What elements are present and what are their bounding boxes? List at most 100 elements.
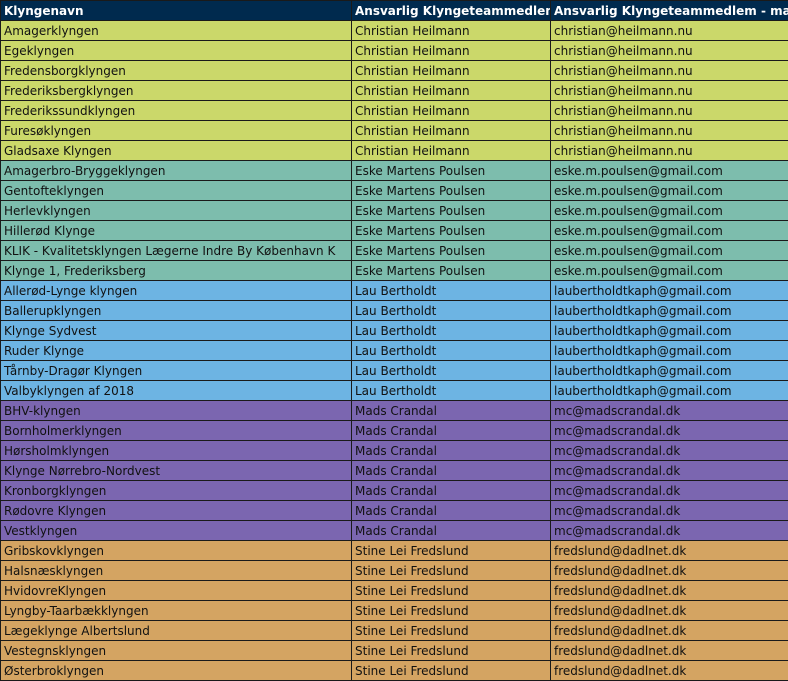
mail-cell[interactable]: eske.m.poulsen@gmail.com: [551, 261, 788, 281]
cluster-name-cell[interactable]: KLIK - Kvalitetsklyngen Lægerne Indre By…: [1, 241, 352, 261]
mail-cell[interactable]: mc@madscrandal.dk: [551, 421, 788, 441]
cluster-name-cell[interactable]: Lyngby-Taarbækklyngen: [1, 601, 352, 621]
member-cell[interactable]: Eske Martens Poulsen: [352, 161, 551, 181]
cluster-name-cell[interactable]: Bornholmerklyngen: [1, 421, 352, 441]
member-cell[interactable]: Mads Crandal: [352, 421, 551, 441]
cluster-name-cell[interactable]: Vestklyngen: [1, 521, 352, 541]
member-cell[interactable]: Mads Crandal: [352, 501, 551, 521]
member-cell[interactable]: Mads Crandal: [352, 461, 551, 481]
mail-cell[interactable]: eske.m.poulsen@gmail.com: [551, 181, 788, 201]
member-cell[interactable]: Mads Crandal: [352, 401, 551, 421]
member-cell[interactable]: Lau Bertholdt: [352, 361, 551, 381]
member-cell[interactable]: Christian Heilmann: [352, 61, 551, 81]
mail-cell[interactable]: fredslund@dadlnet.dk: [551, 661, 788, 681]
mail-cell[interactable]: mc@madscrandal.dk: [551, 481, 788, 501]
member-cell[interactable]: Lau Bertholdt: [352, 281, 551, 301]
cluster-name-cell[interactable]: Egeklyngen: [1, 41, 352, 61]
cluster-name-cell[interactable]: Lægeklynge Albertslund: [1, 621, 352, 641]
member-cell[interactable]: Lau Bertholdt: [352, 341, 551, 361]
cluster-name-cell[interactable]: Klynge Sydvest: [1, 321, 352, 341]
member-cell[interactable]: Christian Heilmann: [352, 101, 551, 121]
member-cell[interactable]: Eske Martens Poulsen: [352, 181, 551, 201]
cluster-name-cell[interactable]: Ruder Klynge: [1, 341, 352, 361]
cluster-name-cell[interactable]: Klynge Nørrebro-Nordvest: [1, 461, 352, 481]
mail-cell[interactable]: mc@madscrandal.dk: [551, 521, 788, 541]
cluster-name-cell[interactable]: HvidovreKlyngen: [1, 581, 352, 601]
member-cell[interactable]: Eske Martens Poulsen: [352, 221, 551, 241]
mail-cell[interactable]: christian@heilmann.nu: [551, 101, 788, 121]
mail-cell[interactable]: eske.m.poulsen@gmail.com: [551, 201, 788, 221]
mail-cell[interactable]: laubertholdtkaph@gmail.com: [551, 361, 788, 381]
member-cell[interactable]: Lau Bertholdt: [352, 301, 551, 321]
member-cell[interactable]: Stine Lei Fredslund: [352, 621, 551, 641]
member-cell[interactable]: Mads Crandal: [352, 521, 551, 541]
cluster-name-cell[interactable]: Ballerupklyngen: [1, 301, 352, 321]
cluster-name-cell[interactable]: Frederikssundklyngen: [1, 101, 352, 121]
cluster-name-cell[interactable]: Hillerød Klynge: [1, 221, 352, 241]
header-mail[interactable]: Ansvarlig Klyngeteammedlem - mail: [551, 1, 788, 21]
mail-cell[interactable]: mc@madscrandal.dk: [551, 461, 788, 481]
mail-cell[interactable]: laubertholdtkaph@gmail.com: [551, 341, 788, 361]
mail-cell[interactable]: fredslund@dadlnet.dk: [551, 601, 788, 621]
member-cell[interactable]: Christian Heilmann: [352, 41, 551, 61]
mail-cell[interactable]: fredslund@dadlnet.dk: [551, 581, 788, 601]
cluster-name-cell[interactable]: Frederiksbergklyngen: [1, 81, 352, 101]
cluster-name-cell[interactable]: Gentofteklyngen: [1, 181, 352, 201]
cluster-name-cell[interactable]: Gribskovklyngen: [1, 541, 352, 561]
mail-cell[interactable]: laubertholdtkaph@gmail.com: [551, 381, 788, 401]
mail-cell[interactable]: fredslund@dadlnet.dk: [551, 641, 788, 661]
member-cell[interactable]: Mads Crandal: [352, 481, 551, 501]
mail-cell[interactable]: eske.m.poulsen@gmail.com: [551, 241, 788, 261]
cluster-name-cell[interactable]: Allerød-Lynge klyngen: [1, 281, 352, 301]
member-cell[interactable]: Eske Martens Poulsen: [352, 241, 551, 261]
member-cell[interactable]: Stine Lei Fredslund: [352, 581, 551, 601]
cluster-name-cell[interactable]: Gladsaxe Klyngen: [1, 141, 352, 161]
mail-cell[interactable]: laubertholdtkaph@gmail.com: [551, 281, 788, 301]
cluster-name-cell[interactable]: Rødovre Klyngen: [1, 501, 352, 521]
cluster-name-cell[interactable]: Amagerbro-Bryggeklyngen: [1, 161, 352, 181]
mail-cell[interactable]: mc@madscrandal.dk: [551, 501, 788, 521]
cluster-name-cell[interactable]: Hørsholmklyngen: [1, 441, 352, 461]
member-cell[interactable]: Stine Lei Fredslund: [352, 641, 551, 661]
member-cell[interactable]: Christian Heilmann: [352, 141, 551, 161]
cluster-name-cell[interactable]: Tårnby-Dragør Klyngen: [1, 361, 352, 381]
cluster-name-cell[interactable]: Klynge 1, Frederiksberg: [1, 261, 352, 281]
cluster-name-cell[interactable]: Herlevklyngen: [1, 201, 352, 221]
member-cell[interactable]: Eske Martens Poulsen: [352, 201, 551, 221]
mail-cell[interactable]: laubertholdtkaph@gmail.com: [551, 321, 788, 341]
member-cell[interactable]: Mads Crandal: [352, 441, 551, 461]
member-cell[interactable]: Christian Heilmann: [352, 81, 551, 101]
member-cell[interactable]: Christian Heilmann: [352, 21, 551, 41]
mail-cell[interactable]: mc@madscrandal.dk: [551, 441, 788, 461]
member-cell[interactable]: Stine Lei Fredslund: [352, 661, 551, 681]
member-cell[interactable]: Lau Bertholdt: [352, 321, 551, 341]
member-cell[interactable]: Eske Martens Poulsen: [352, 261, 551, 281]
header-cluster-name[interactable]: Klyngenavn: [1, 1, 352, 21]
member-cell[interactable]: Stine Lei Fredslund: [352, 541, 551, 561]
mail-cell[interactable]: laubertholdtkaph@gmail.com: [551, 301, 788, 321]
cluster-name-cell[interactable]: Valbyklyngen af 2018: [1, 381, 352, 401]
mail-cell[interactable]: mc@madscrandal.dk: [551, 401, 788, 421]
cluster-name-cell[interactable]: Amagerklyngen: [1, 21, 352, 41]
mail-cell[interactable]: fredslund@dadlnet.dk: [551, 621, 788, 641]
mail-cell[interactable]: fredslund@dadlnet.dk: [551, 561, 788, 581]
cluster-name-cell[interactable]: Halsnæsklyngen: [1, 561, 352, 581]
cluster-name-cell[interactable]: Furesøklyngen: [1, 121, 352, 141]
cluster-name-cell[interactable]: Fredensborgklyngen: [1, 61, 352, 81]
member-cell[interactable]: Stine Lei Fredslund: [352, 561, 551, 581]
mail-cell[interactable]: eske.m.poulsen@gmail.com: [551, 161, 788, 181]
cluster-name-cell[interactable]: Kronborgklyngen: [1, 481, 352, 501]
mail-cell[interactable]: christian@heilmann.nu: [551, 121, 788, 141]
mail-cell[interactable]: fredslund@dadlnet.dk: [551, 541, 788, 561]
mail-cell[interactable]: christian@heilmann.nu: [551, 81, 788, 101]
member-cell[interactable]: Stine Lei Fredslund: [352, 601, 551, 621]
cluster-name-cell[interactable]: BHV-klyngen: [1, 401, 352, 421]
mail-cell[interactable]: christian@heilmann.nu: [551, 21, 788, 41]
mail-cell[interactable]: christian@heilmann.nu: [551, 141, 788, 161]
mail-cell[interactable]: christian@heilmann.nu: [551, 61, 788, 81]
header-member[interactable]: Ansvarlig Klyngeteammedlem: [352, 1, 551, 21]
mail-cell[interactable]: eske.m.poulsen@gmail.com: [551, 221, 788, 241]
member-cell[interactable]: Lau Bertholdt: [352, 381, 551, 401]
cluster-name-cell[interactable]: Vestegnsklyngen: [1, 641, 352, 661]
cluster-name-cell[interactable]: Østerbroklyngen: [1, 661, 352, 681]
